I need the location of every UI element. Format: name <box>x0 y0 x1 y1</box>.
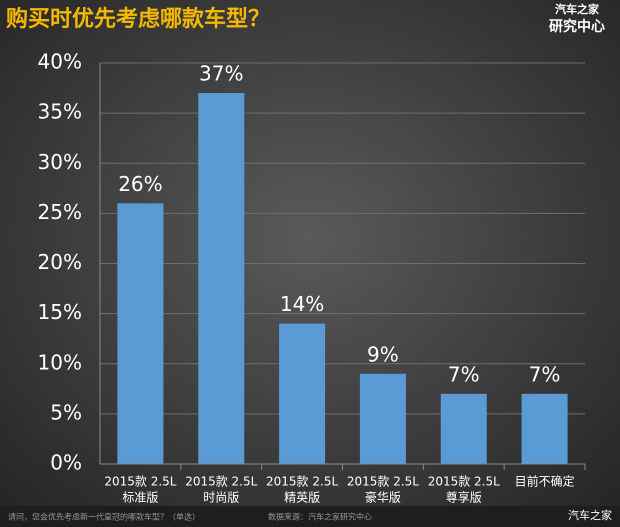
value-label: 7% <box>448 362 480 386</box>
value-label: 9% <box>367 342 399 366</box>
y-tick-label: 25% <box>38 200 82 224</box>
footer-question: 请问，您会优先考虑新一代皇冠的哪款车型？（单选） <box>8 512 200 522</box>
footer-bar <box>0 506 620 527</box>
footer-brand: 汽车之家 <box>568 508 612 522</box>
y-tick-label: 35% <box>38 100 82 124</box>
footer-source: 数据来源：汽车之家研究中心 <box>268 512 372 522</box>
x-tick-label: 2015款 2.5L <box>104 475 176 489</box>
value-label: 37% <box>199 62 243 86</box>
y-tick-label: 40% <box>38 50 82 74</box>
x-tick-label: 精英版 <box>284 491 320 505</box>
x-tick-label: 标准版 <box>122 491 158 505</box>
x-tick-label: 豪华版 <box>365 490 401 505</box>
y-tick-label: 30% <box>38 150 82 174</box>
x-tick-label: 2015款 2.5L <box>347 475 419 489</box>
x-tick-label: 2015款 2.5L <box>428 475 500 489</box>
x-tick-label: 2015款 2.5L <box>185 475 257 489</box>
bar <box>521 393 568 464</box>
x-tick-label: 目前不确定 <box>515 474 575 489</box>
y-tick-label: 10% <box>38 350 82 374</box>
bar <box>117 203 164 464</box>
x-tick-label: 2015款 2.5L <box>266 475 338 489</box>
y-tick-label: 5% <box>50 400 82 424</box>
x-tick-label: 时尚版 <box>203 491 239 505</box>
bar <box>198 93 245 464</box>
bar <box>279 323 326 464</box>
value-label: 26% <box>118 172 162 196</box>
logo-top: 汽车之家 <box>555 2 600 16</box>
y-tick-label: 0% <box>50 451 82 475</box>
bar <box>440 393 487 464</box>
x-tick-label: 尊享版 <box>446 490 482 505</box>
logo-bottom: 研究中心 <box>549 18 605 35</box>
y-tick-label: 20% <box>38 250 82 274</box>
value-label: 7% <box>529 362 561 386</box>
bar <box>359 373 406 464</box>
y-tick-label: 15% <box>38 300 82 324</box>
value-label: 14% <box>280 292 324 316</box>
chart-title: 购买时优先考虑哪款车型？ <box>6 6 270 32</box>
